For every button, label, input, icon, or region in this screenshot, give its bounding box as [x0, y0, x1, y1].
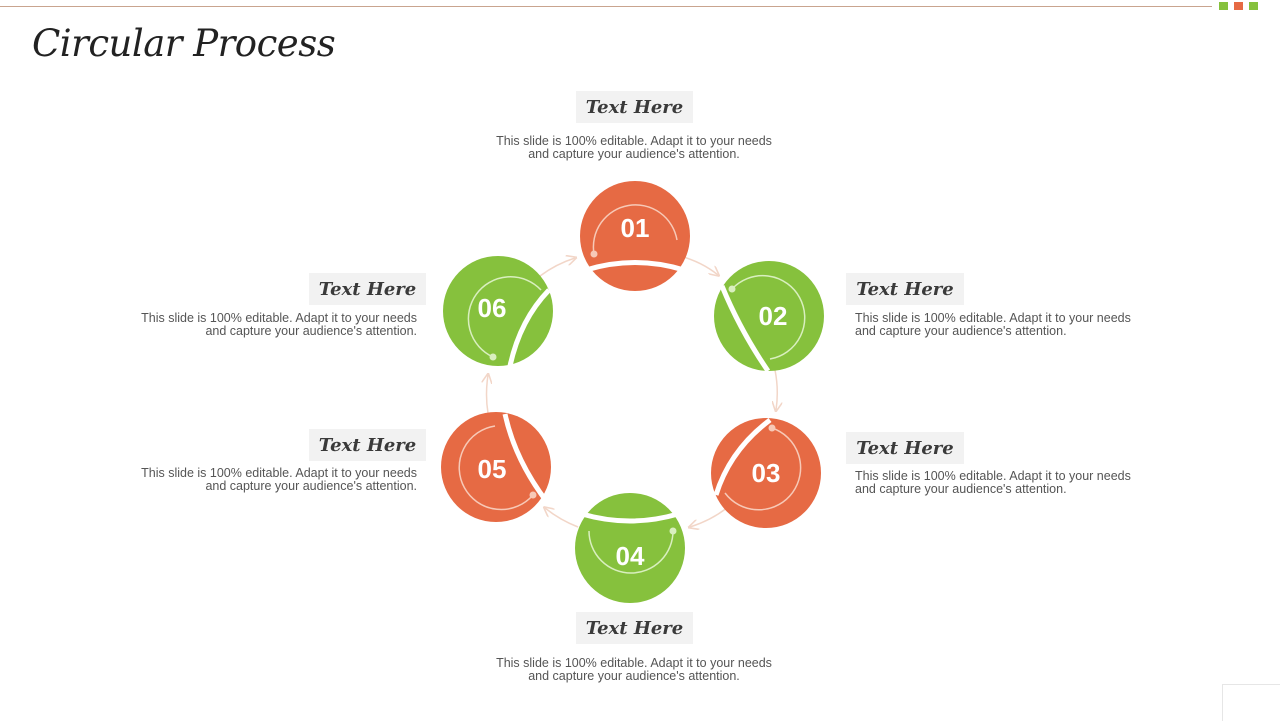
step-06-heading: Text Here	[309, 273, 426, 305]
step-02-number: 02	[759, 301, 788, 331]
step-02-desc-line1: This slide is 100% editable. Adapt it to…	[855, 311, 1131, 325]
step-03-circle[interactable]: 03	[711, 418, 821, 528]
step-01-description: This slide is 100% editable. Adapt it to…	[474, 135, 794, 161]
step-01-circle[interactable]: 01	[580, 181, 690, 291]
step-06-number: 06	[478, 293, 507, 323]
step-02-description: This slide is 100% editable. Adapt it to…	[855, 312, 1175, 338]
step-01-number: 01	[621, 213, 650, 243]
step-06-desc-line1: This slide is 100% editable. Adapt it to…	[141, 311, 417, 325]
arrow-05-06	[487, 375, 489, 414]
corner-square-green	[1219, 2, 1228, 10]
slide-title: Circular Process	[32, 22, 336, 65]
step-05-circle[interactable]: 05	[441, 412, 551, 522]
arrow-04-05	[545, 508, 579, 528]
corner-decoration	[1219, 2, 1258, 10]
corner-square-green-2	[1249, 2, 1258, 10]
step-04-desc-line1: This slide is 100% editable. Adapt it to…	[496, 656, 772, 670]
step-05-desc-line1: This slide is 100% editable. Adapt it to…	[141, 466, 417, 480]
step-01-desc-line1: This slide is 100% editable. Adapt it to…	[496, 134, 772, 148]
step-04-desc-line2: and capture your audience's attention.	[528, 669, 740, 683]
step-05-heading: Text Here	[309, 429, 426, 461]
step-03-desc-line2: and capture your audience's attention.	[855, 482, 1067, 496]
step-04-description: This slide is 100% editable. Adapt it to…	[474, 657, 794, 683]
step-03-number: 03	[752, 458, 781, 488]
step-06-desc-line2: and capture your audience's attention.	[205, 324, 417, 338]
step-02-desc-line2: and capture your audience's attention.	[855, 324, 1067, 338]
step-05-number: 05	[478, 454, 507, 484]
step-04-heading: Text Here	[576, 612, 693, 644]
step-03-description: This slide is 100% editable. Adapt it to…	[855, 470, 1175, 496]
arrow-02-03	[775, 369, 777, 410]
step-06-description: This slide is 100% editable. Adapt it to…	[97, 312, 417, 338]
arrow-01-02	[679, 255, 718, 275]
corner-box	[1222, 684, 1280, 721]
arrow-03-04	[690, 506, 729, 527]
step-03-desc-line1: This slide is 100% editable. Adapt it to…	[855, 469, 1131, 483]
step-03-heading: Text Here	[846, 432, 964, 464]
step-02-heading: Text Here	[846, 273, 964, 305]
step-01-desc-line2: and capture your audience's attention.	[528, 147, 740, 161]
step-05-desc-line2: and capture your audience's attention.	[205, 479, 417, 493]
corner-square-orange	[1234, 2, 1243, 10]
step-01-heading: Text Here	[576, 91, 693, 123]
step-06-circle[interactable]: 06	[443, 256, 553, 367]
step-02-circle[interactable]: 02	[714, 261, 824, 373]
arrow-06-01	[539, 258, 575, 277]
top-divider-line	[0, 6, 1212, 7]
step-04-circle[interactable]: 04	[575, 493, 685, 603]
step-04-number: 04	[616, 541, 645, 571]
step-05-description: This slide is 100% editable. Adapt it to…	[97, 467, 417, 493]
